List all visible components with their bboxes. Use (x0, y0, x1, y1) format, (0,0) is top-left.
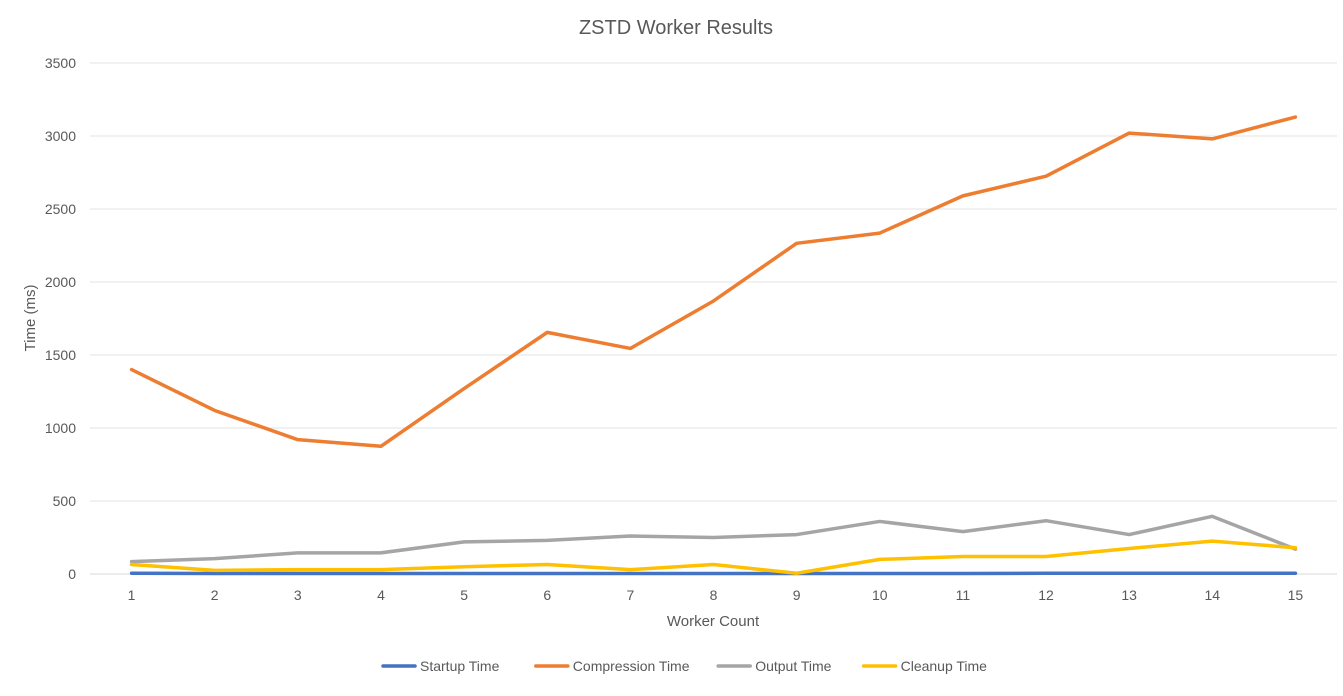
legend-item: Output Time (718, 658, 831, 674)
series-line-cleanup-time (132, 541, 1296, 573)
legend-item: Compression Time (536, 658, 690, 674)
legend-item: Cleanup Time (864, 658, 988, 674)
x-tick-label: 5 (460, 587, 468, 603)
x-tick-label: 9 (793, 587, 801, 603)
chart-title: ZSTD Worker Results (579, 17, 773, 39)
legend-label: Compression Time (573, 658, 690, 674)
x-tick-label: 12 (1038, 587, 1054, 603)
legend-label: Startup Time (420, 658, 500, 674)
y-tick-label: 1500 (45, 347, 76, 363)
y-tick-label: 500 (53, 493, 77, 509)
y-tick-label: 1000 (45, 420, 76, 436)
x-axis-label: Worker Count (667, 613, 760, 630)
x-tick-label: 11 (956, 587, 971, 603)
x-tick-label: 13 (1121, 587, 1137, 603)
y-tick-label: 3000 (45, 128, 76, 144)
legend-label: Cleanup Time (901, 658, 988, 674)
x-tick-label: 1 (128, 587, 136, 603)
series-line-output-time (132, 516, 1296, 561)
legend-item: Startup Time (383, 658, 500, 674)
x-tick-label: 3 (294, 587, 302, 603)
legend: Startup Time Compression Time Output Time C… (383, 658, 987, 674)
x-tick-label: 15 (1288, 587, 1304, 603)
x-tick-label: 14 (1205, 587, 1221, 603)
series-lines (132, 117, 1296, 574)
y-tick-label: 0 (68, 566, 76, 582)
y-tick-label: 2500 (45, 201, 76, 217)
x-tick-label: 7 (626, 587, 634, 603)
x-tick-label: 8 (710, 587, 718, 603)
y-axis-label: Time (ms) (22, 285, 39, 352)
y-tick-label: 3500 (45, 55, 76, 71)
x-tick-label: 6 (543, 587, 551, 603)
x-tick-label: 10 (872, 587, 888, 603)
x-tick-label: 4 (377, 587, 385, 603)
gridlines (90, 63, 1337, 574)
x-tick-label: 2 (211, 587, 219, 603)
y-axis-ticks: 0 500 1000 1500 2000 2500 3000 3500 (45, 55, 76, 582)
legend-label: Output Time (755, 658, 831, 674)
y-tick-label: 2000 (45, 274, 76, 290)
